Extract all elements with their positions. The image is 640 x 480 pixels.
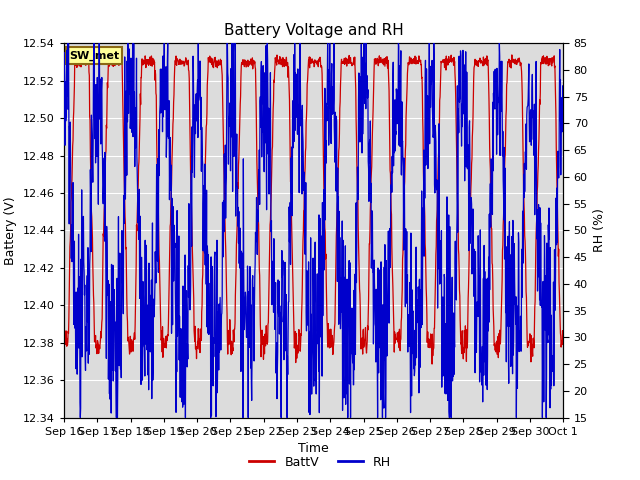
Y-axis label: RH (%): RH (%): [593, 208, 606, 252]
Text: SW_met: SW_met: [69, 51, 119, 61]
Y-axis label: Battery (V): Battery (V): [4, 196, 17, 264]
Title: Battery Voltage and RH: Battery Voltage and RH: [224, 23, 403, 38]
Legend: BattV, RH: BattV, RH: [244, 451, 396, 474]
X-axis label: Time: Time: [298, 442, 329, 455]
